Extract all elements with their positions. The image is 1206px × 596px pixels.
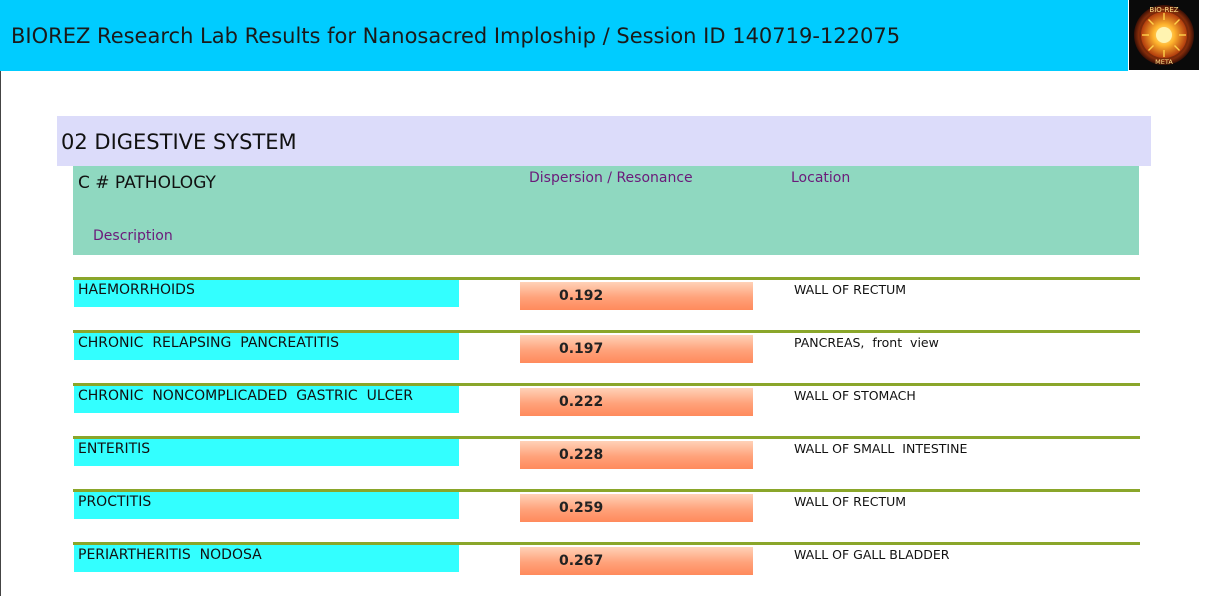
row-divider: [73, 489, 1140, 492]
column-header-dispersion: Dispersion / Resonance: [529, 170, 693, 186]
svg-text:BIO-REZ: BIO-REZ: [1149, 6, 1178, 14]
row-divider: [73, 330, 1140, 333]
biorez-logo: BIO-REZ META: [1129, 0, 1199, 70]
table-row: ENTERITIS 0.228 WALL OF SMALL INTESTINE: [73, 436, 1140, 489]
pathology-name: HAEMORRHOIDS: [78, 282, 195, 298]
table-row: CHRONIC NONCOMPLICADED GASTRIC ULCER 0.2…: [73, 383, 1140, 436]
svg-text:META: META: [1155, 58, 1173, 66]
pathology-name-cell: CHRONIC NONCOMPLICADED GASTRIC ULCER: [74, 386, 459, 413]
pathology-name: CHRONIC NONCOMPLICADED GASTRIC ULCER: [78, 388, 413, 404]
location-text: WALL OF RECTUM: [794, 282, 907, 297]
table-row: PERIARTHERITIS NODOSA 0.267 WALL OF GALL…: [73, 542, 1140, 595]
pathology-name-cell: ENTERITIS: [74, 439, 459, 466]
header-bar: BIOREZ Research Lab Results for Nanosacr…: [0, 0, 1128, 71]
dispersion-value-cell: 0.259: [520, 494, 753, 522]
dispersion-value: 0.222: [559, 394, 604, 410]
dispersion-value: 0.197: [559, 341, 604, 357]
page-left-border: [0, 70, 1, 596]
row-divider: [73, 542, 1140, 545]
row-divider: [73, 277, 1140, 280]
dispersion-value: 0.228: [559, 447, 604, 463]
column-header-description: Description: [93, 228, 173, 244]
pathology-name-cell: HAEMORRHOIDS: [74, 280, 459, 307]
location-text: WALL OF GALL BLADDER: [794, 547, 950, 562]
column-header-location: Location: [791, 170, 851, 186]
column-header-pathology: C # PATHOLOGY: [78, 173, 216, 193]
table-header: C # PATHOLOGY Dispersion / Resonance Loc…: [73, 166, 1139, 255]
row-divider: [73, 436, 1140, 439]
pathology-name-cell: CHRONIC RELAPSING PANCREATITIS: [74, 333, 459, 360]
dispersion-value: 0.259: [559, 500, 604, 516]
pathology-name: CHRONIC RELAPSING PANCREATITIS: [78, 335, 339, 351]
location-text: WALL OF STOMACH: [794, 388, 916, 403]
dispersion-value: 0.192: [559, 288, 604, 304]
section-title: 02 DIGESTIVE SYSTEM: [61, 130, 297, 154]
table-row: CHRONIC RELAPSING PANCREATITIS 0.197 PAN…: [73, 330, 1140, 383]
dispersion-value: 0.267: [559, 553, 604, 569]
page-title: BIOREZ Research Lab Results for Nanosacr…: [11, 24, 901, 48]
location-text: WALL OF RECTUM: [794, 494, 907, 509]
pathology-name-cell: PROCTITIS: [74, 492, 459, 519]
dispersion-value-cell: 0.197: [520, 335, 753, 363]
location-text: WALL OF SMALL INTESTINE: [794, 441, 968, 456]
dispersion-value-cell: 0.267: [520, 547, 753, 575]
dispersion-value-cell: 0.192: [520, 282, 753, 310]
table-row: PROCTITIS 0.259 WALL OF RECTUM: [73, 489, 1140, 542]
pathology-name: PROCTITIS: [78, 494, 152, 510]
pathology-name: ENTERITIS: [78, 441, 151, 457]
dispersion-value-cell: 0.222: [520, 388, 753, 416]
sun-logo-icon: BIO-REZ META: [1129, 0, 1199, 70]
pathology-name-cell: PERIARTHERITIS NODOSA: [74, 545, 459, 572]
table-row: HAEMORRHOIDS 0.192 WALL OF RECTUM: [73, 277, 1140, 330]
row-divider: [73, 383, 1140, 386]
location-text: PANCREAS, front view: [794, 335, 939, 350]
section-header: 02 DIGESTIVE SYSTEM: [57, 116, 1151, 166]
pathology-name: PERIARTHERITIS NODOSA: [78, 547, 262, 563]
dispersion-value-cell: 0.228: [520, 441, 753, 469]
